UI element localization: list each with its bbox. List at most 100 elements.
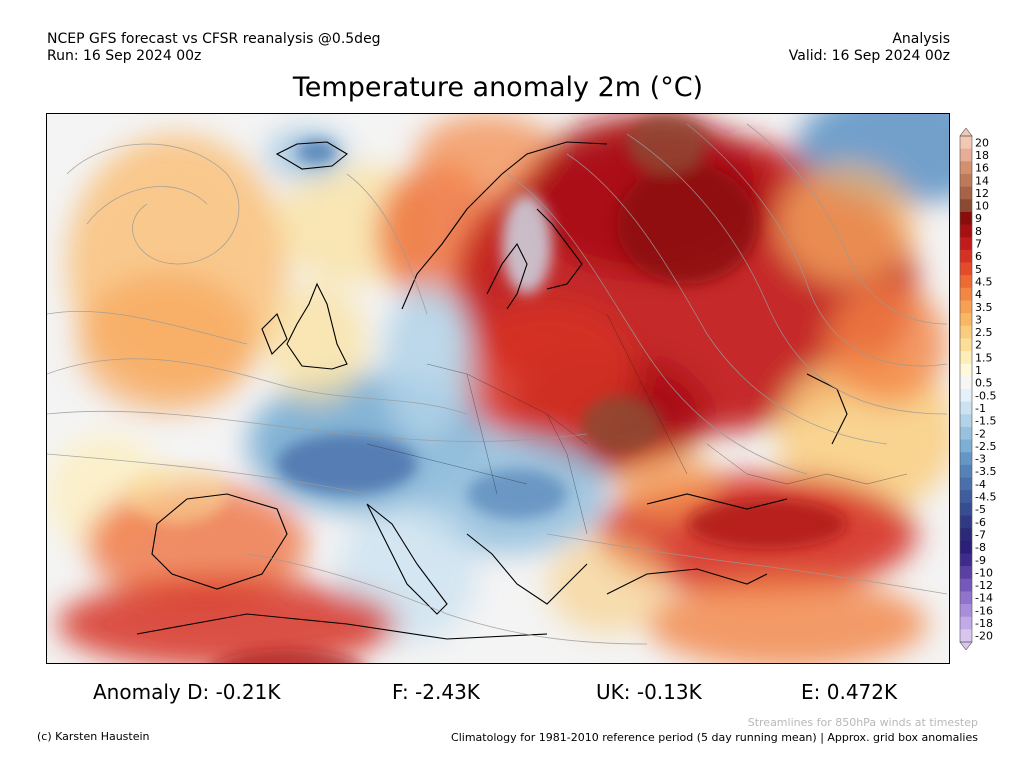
colorbar-tick-label: 1: [975, 364, 982, 377]
colorbar-tick-label: -8: [975, 541, 986, 554]
colorbar-tick-label: -3: [975, 453, 986, 466]
colorbar-swatch: [960, 161, 972, 175]
colorbar-tick-label: 1.5: [975, 351, 993, 364]
anomaly-uk-stat: UK: -0.13K: [596, 680, 702, 704]
run-line: Run: 16 Sep 2024 00z: [47, 48, 202, 64]
type-line: Analysis: [892, 31, 950, 47]
colorbar-swatch: [960, 578, 972, 592]
colorbar-tick-label: -0.5: [975, 389, 996, 402]
colorbar-tick-label: -6: [975, 516, 986, 529]
colorbar-swatch: [960, 351, 972, 365]
colorbar-tick-label: 18: [975, 149, 989, 162]
colorbar-swatch: [960, 389, 972, 403]
colorbar-tick-label: 5: [975, 263, 982, 276]
colorbar-tick-label: -2.5: [975, 440, 996, 453]
anomaly-f-stat: F: -2.43K: [392, 680, 480, 704]
map-title: Temperature anomaly 2m (°C): [292, 72, 704, 103]
anomaly-d-stat: Anomaly D: -0.21K: [93, 680, 281, 704]
colorbar-tick-label: -7: [975, 528, 986, 541]
anomaly-field-detail: [127, 114, 847, 663]
colorbar-swatch: [960, 464, 972, 479]
colorbar-min-arrow: [959, 641, 973, 650]
colorbar-swatch: [960, 186, 972, 200]
colorbar-swatch: [960, 237, 972, 251]
colorbar-swatch: [960, 363, 972, 377]
colorbar-swatch: [960, 275, 972, 289]
colorbar-swatch: [960, 502, 972, 516]
colorbar-tick-label: 6: [975, 250, 982, 263]
colorbar-tick-label: -20: [975, 630, 993, 643]
colorbar-outline: [959, 135, 973, 643]
colorbar-tick-label: 0.5: [975, 377, 993, 390]
colorbar-tick-label: -12: [975, 579, 993, 592]
colorbar-swatch: [960, 414, 972, 428]
colorbar-swatch: [960, 616, 972, 630]
colorbar-swatch: [960, 515, 972, 529]
colorbar-tick-label: -4: [975, 478, 986, 491]
colorbar-swatch: [960, 325, 972, 339]
valid-line: Valid: 16 Sep 2024 00z: [788, 48, 950, 64]
colorbar-swatch: [960, 313, 972, 327]
colorbar-swatch: [960, 566, 972, 580]
colorbar-tick-label: 16: [975, 162, 989, 175]
header-right: Analysis Valid: 16 Sep 2024 00z: [789, 31, 950, 65]
colorbar: 20 18 16 14 12 10 9 8 7 6 5 4.5 4 3.5 3 2.5 2 1.5 1 0.5 -0.5…: [955, 128, 1024, 650]
model-line: NCEP GFS forecast vs CFSR reanalysis @0.…: [47, 31, 381, 47]
colorbar-tick-label: 4.5: [975, 275, 993, 288]
streamlines-note: Streamlines for 850hPa winds at timestep: [747, 716, 978, 729]
colorbar-tick-label: 4: [975, 288, 982, 301]
colorbar-tick-label: 7: [975, 238, 982, 251]
colorbar-tick-label: 14: [975, 174, 989, 187]
colorbar-tick-label: 9: [975, 212, 982, 225]
colorbar-swatch: [960, 401, 972, 415]
colorbar-tick-label: 2: [975, 339, 982, 352]
streamlines: [47, 123, 948, 645]
colorbar-swatch: [960, 477, 972, 491]
colorbar-swatch: [960, 439, 972, 453]
colorbar-swatch: [960, 452, 972, 466]
credit: (c) Karsten Haustein: [37, 730, 150, 743]
colorbar-tick-label: -1: [975, 402, 986, 415]
colorbar-tick-label: 20: [975, 136, 989, 149]
colorbar-swatch: [960, 426, 972, 441]
colorbar-swatch: [960, 287, 972, 301]
climatology-note: Climatology for 1981-2010 reference peri…: [451, 731, 978, 744]
colorbar-swatch: [960, 173, 972, 188]
anomaly-e-stat: E: 0.472K: [801, 680, 898, 704]
borders: [366, 313, 908, 535]
colorbar-swatch: [960, 376, 972, 390]
colorbar-tick-label: -14: [975, 592, 993, 605]
colorbar-swatch: [960, 591, 972, 605]
colorbar-swatch: [960, 553, 972, 567]
colorbar-swatch: [960, 338, 972, 352]
colorbar-tick-label: 2.5: [975, 326, 993, 339]
colorbar-swatch: [960, 300, 972, 314]
colorbar-tick-label: 12: [975, 187, 989, 200]
colorbar-tick-label: 10: [975, 200, 989, 213]
colorbar-tick-label: 8: [975, 225, 982, 238]
colorbar-tick-label: -16: [975, 604, 993, 617]
colorbar-tick-label: -2: [975, 427, 986, 440]
colorbar-swatch: [960, 136, 972, 150]
coastlines: [136, 141, 848, 640]
anomaly-field-broad: [47, 114, 949, 663]
colorbar-swatch: [960, 148, 972, 162]
colorbar-swatch: [960, 199, 972, 213]
colorbar-tick-label: -9: [975, 554, 986, 567]
colorbar-tick-label: -18: [975, 617, 993, 630]
colorbar-tick-label: -5: [975, 503, 986, 516]
colorbar-swatch: [960, 604, 972, 618]
colorbar-swatch: [960, 528, 972, 542]
colorbar-swatch: [960, 262, 972, 276]
colorbar-max-arrow: [959, 128, 973, 137]
colorbar-swatch: [960, 249, 972, 263]
colorbar-tick-label: -3.5: [975, 465, 996, 478]
header-left: NCEP GFS forecast vs CFSR reanalysis @0.…: [47, 31, 381, 65]
colorbar-swatch: [960, 629, 972, 643]
colorbar-tick-label: -10: [975, 566, 993, 579]
colorbar-tick-label: -4.5: [975, 491, 996, 504]
colorbar-tick-label: -1.5: [975, 415, 996, 428]
colorbar-swatch: [960, 211, 972, 226]
colorbar-swatch: [960, 224, 972, 238]
colorbar-swatch: [960, 540, 972, 554]
